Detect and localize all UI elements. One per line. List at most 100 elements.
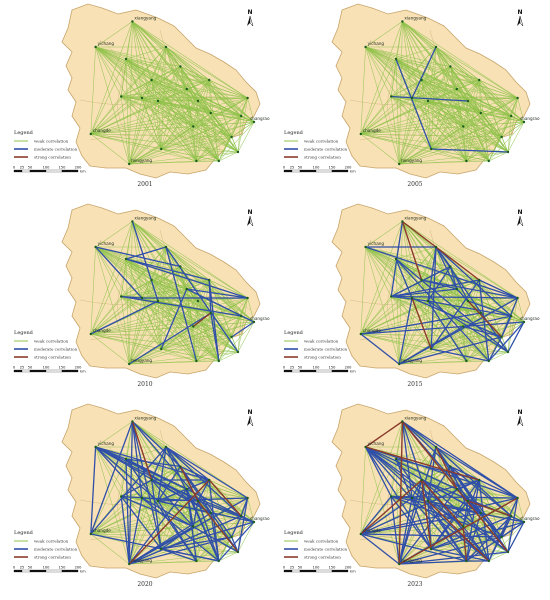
- moderate-link: [411, 46, 437, 99]
- correlation-links: [360, 21, 525, 165]
- weak-link: [95, 46, 181, 67]
- weak-link: [157, 100, 232, 138]
- strong-link: [192, 312, 212, 328]
- weak-link: [151, 79, 159, 102]
- weak-link: [128, 46, 167, 165]
- city-label: yichang: [98, 241, 115, 246]
- moderate-link: [180, 465, 210, 481]
- weak-link: [208, 79, 212, 114]
- weak-link: [402, 21, 413, 99]
- legend-label: moderate correlation: [304, 147, 347, 152]
- scalebar-segment: [283, 369, 293, 373]
- moderate-link: [95, 246, 143, 299]
- scalebar-segment: [283, 569, 293, 573]
- weak-link: [365, 246, 451, 267]
- weak-link: [399, 279, 480, 365]
- weak-link: [488, 351, 509, 362]
- strong-link: [462, 526, 468, 562]
- weak-link: [129, 351, 239, 365]
- weak-link: [90, 58, 127, 135]
- city-nodes: xiangyang yichang changde shangrao hengyang: [359, 216, 540, 366]
- city-node: [506, 550, 510, 554]
- city-node: [192, 325, 195, 328]
- weak-link: [462, 326, 467, 362]
- city-node: [516, 296, 519, 300]
- legend-title: Legend: [284, 530, 304, 536]
- weak-link: [431, 348, 509, 353]
- weak-link: [132, 221, 162, 350]
- weak-link: [427, 100, 432, 150]
- weak-link: [398, 66, 451, 165]
- scalebar-label: 200: [345, 566, 353, 570]
- moderate-link: [197, 479, 210, 502]
- weak-link: [402, 221, 512, 317]
- city-node: [522, 320, 526, 324]
- moderate-link: [95, 246, 181, 268]
- correlation-links: [360, 420, 525, 565]
- weak-link: [210, 297, 248, 314]
- city-node: [430, 547, 433, 551]
- scalebar-label: 100: [43, 566, 51, 570]
- scalebar-segment: [331, 569, 349, 573]
- scalebar-segment: [283, 169, 293, 173]
- city-node: [398, 362, 401, 366]
- city-node: [196, 499, 200, 503]
- weak-link: [125, 58, 210, 81]
- weak-link: [391, 296, 464, 327]
- weak-link: [128, 66, 181, 165]
- weak-link: [132, 221, 242, 317]
- weak-link: [467, 100, 525, 123]
- weak-link: [395, 58, 429, 102]
- weak-link: [237, 315, 242, 353]
- city-node: [230, 135, 233, 139]
- city-node: [120, 95, 123, 98]
- city-node: [208, 78, 211, 82]
- weak-link: [360, 246, 437, 335]
- network-map: xiangyang yichang changde shangrao hengyang N…: [13, 203, 270, 379]
- city-node: [359, 332, 362, 336]
- moderate-link: [131, 421, 181, 467]
- moderate-link: [478, 279, 490, 362]
- city-node: [89, 332, 93, 336]
- weak-link: [365, 246, 392, 297]
- scalebar-segment: [29, 169, 47, 173]
- weak-link: [480, 112, 502, 138]
- weak-link: [90, 312, 211, 335]
- city-node: [398, 162, 401, 166]
- weak-link: [237, 115, 242, 153]
- weak-link: [90, 533, 130, 565]
- weak-link: [90, 133, 197, 162]
- weak-link: [360, 279, 422, 335]
- weak-link: [365, 246, 400, 365]
- legend-label: strong correlation: [304, 555, 341, 560]
- north-arrow-icon: [519, 15, 524, 27]
- weak-link: [95, 246, 130, 365]
- city-node: [240, 514, 243, 518]
- moderate-link: [435, 446, 469, 502]
- moderate-link: [141, 497, 239, 553]
- city-node: [455, 287, 458, 291]
- city-node: [252, 120, 256, 124]
- weak-link: [186, 88, 248, 99]
- weak-link: [218, 497, 248, 562]
- weak-link: [141, 97, 255, 123]
- weak-link: [237, 97, 248, 153]
- city-node: [465, 159, 468, 163]
- moderate-link: [186, 288, 248, 299]
- city-node: [478, 278, 481, 282]
- city-node: [217, 359, 220, 363]
- scalebar-segment: [299, 369, 317, 373]
- city-label: xiangyang: [404, 416, 426, 421]
- scalebar-label: 100: [43, 166, 51, 170]
- city-node: [252, 520, 256, 524]
- weak-link: [517, 297, 525, 323]
- city-node: [479, 111, 482, 115]
- north-arrow: N: [517, 9, 524, 27]
- city-node: [131, 220, 134, 223]
- moderate-link: [90, 446, 97, 535]
- weak-link: [399, 151, 509, 165]
- weak-link: [120, 96, 162, 150]
- weak-link: [218, 136, 232, 162]
